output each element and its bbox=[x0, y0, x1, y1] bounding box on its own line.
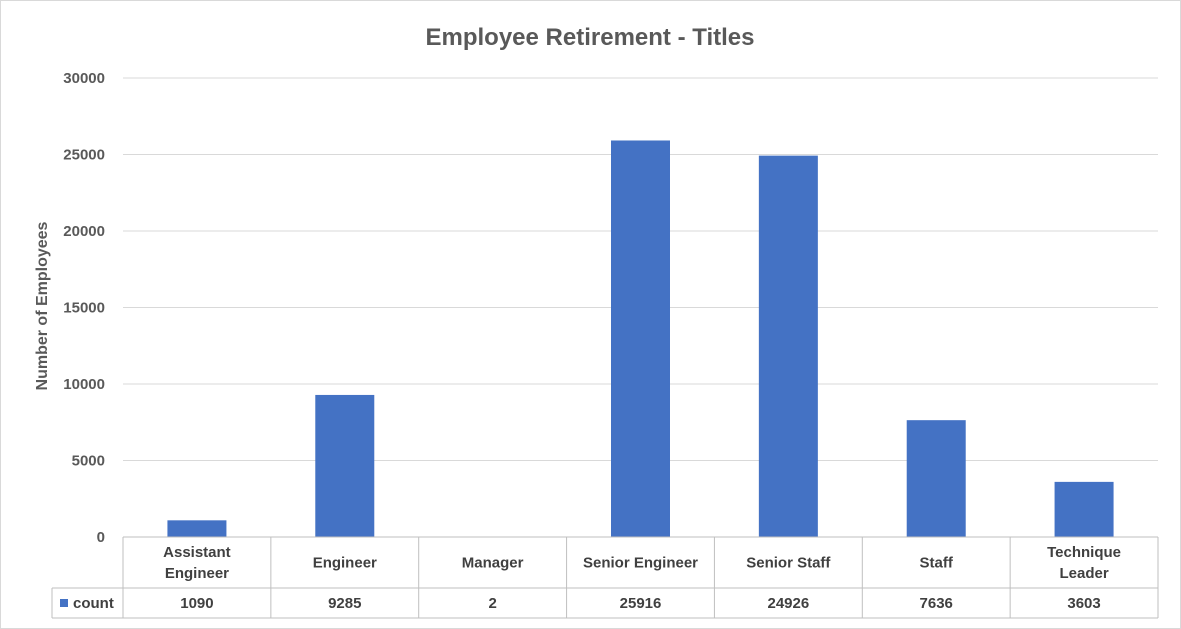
data-value-label: 7636 bbox=[920, 595, 953, 612]
bar bbox=[167, 520, 227, 537]
bar bbox=[611, 140, 670, 537]
chart-title: Employee Retirement - Titles bbox=[426, 24, 755, 51]
category-label: Technique Leader bbox=[1047, 544, 1121, 582]
y-tick-label: 25000 bbox=[63, 147, 105, 164]
category-label: Assistant Engineer bbox=[163, 544, 231, 582]
y-axis-ticks: 0 5000 10000 15000 20000 25000 30000 bbox=[63, 70, 105, 546]
y-tick-label: 5000 bbox=[72, 453, 105, 470]
data-value-label: 9285 bbox=[328, 595, 361, 612]
category-label: Manager bbox=[462, 555, 524, 572]
y-axis-label: Number of Employees bbox=[34, 221, 51, 390]
legend-swatch bbox=[60, 599, 68, 607]
category-label: Senior Engineer bbox=[583, 555, 698, 572]
data-value-label: 25916 bbox=[620, 595, 662, 612]
data-value-label: 1090 bbox=[180, 595, 213, 612]
category-label: Engineer bbox=[313, 555, 377, 572]
data-value-label: 2 bbox=[488, 595, 496, 612]
bar bbox=[906, 420, 966, 537]
data-table: Assistant Engineer Engineer Manager Senior E… bbox=[51, 536, 1159, 619]
bar bbox=[1054, 481, 1114, 537]
bar bbox=[758, 155, 818, 537]
y-tick-label: 10000 bbox=[63, 376, 105, 393]
category-label: Staff bbox=[920, 555, 954, 572]
data-value-label: 24926 bbox=[767, 595, 809, 612]
category-label: Senior Staff bbox=[746, 555, 831, 572]
y-tick-label: 30000 bbox=[63, 70, 105, 87]
legend-label: count bbox=[73, 595, 114, 612]
data-value-label: 3603 bbox=[1067, 595, 1100, 612]
y-tick-label: 0 bbox=[97, 529, 105, 546]
bar bbox=[315, 394, 375, 537]
bars bbox=[167, 140, 1114, 537]
gridlines bbox=[123, 77, 1158, 461]
y-tick-label: 20000 bbox=[63, 223, 105, 240]
y-tick-label: 15000 bbox=[63, 300, 105, 317]
